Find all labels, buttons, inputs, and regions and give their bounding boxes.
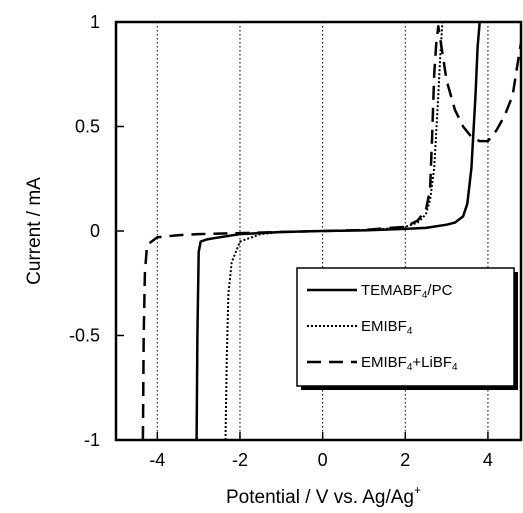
y-tick-label: 0 [90,221,100,241]
series-lines [141,21,521,441]
legend-label: EMIBF4+LiBF4 [361,354,458,373]
y-tick-label: -1 [84,430,100,450]
series-line-3 [141,24,521,441]
legend: TEMABF4/PC EMIBF4 EMIBF4+LiBF4 [296,267,518,390]
legend-label: EMIBF4 [361,318,413,337]
x-tick-label: 0 [318,450,328,470]
x-tick-label: -4 [149,450,165,470]
series-line-1 [195,21,481,441]
x-axis-title: Potential / V vs. Ag/Ag+ [226,483,421,508]
legend-label: TEMABF4/PC [361,282,453,301]
legend-box [296,267,515,387]
y-tick-label: 0.5 [75,117,100,137]
axis-ticks [116,21,489,441]
y-tick-label: -0.5 [69,326,100,346]
y-axis-title: Current / mA [24,177,45,285]
x-tick-label: -2 [232,450,248,470]
x-tick-label: 4 [483,450,493,470]
tick-labels: -4 -2 0 2 4 -1 -0.5 0 0.5 1 [69,12,493,470]
y-tick-label: 1 [90,12,100,32]
x-tick-label: 2 [400,450,410,470]
